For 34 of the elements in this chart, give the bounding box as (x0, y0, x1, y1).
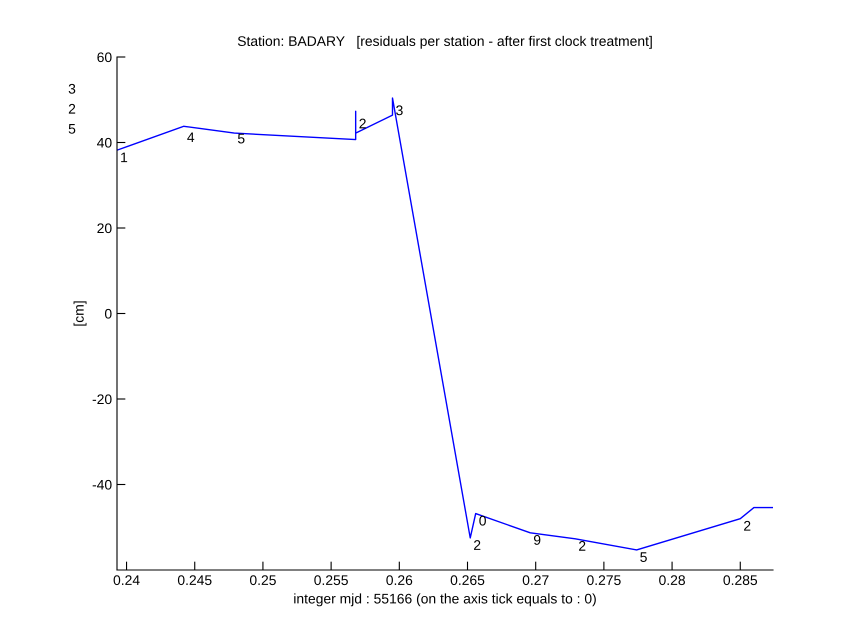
y-tick-label: 60 (97, 52, 112, 62)
y-tick-label: 40 (97, 138, 112, 148)
x-tick-label: 0.275 (587, 575, 621, 586)
x-tick-label: 0.26 (386, 575, 412, 586)
x-tick-label: 0.27 (522, 575, 549, 586)
chart-title: Station: BADARY [residuals per station - after first clock treatment] (238, 36, 652, 49)
x-tick-label: 0.255 (314, 575, 348, 586)
annotation: 9 (534, 535, 540, 545)
annotation: 1 (121, 152, 128, 162)
annotation: 2 (579, 541, 586, 551)
y-tick-label: 0 (104, 308, 112, 319)
text: 2 (68, 104, 76, 114)
text: 3 (68, 84, 76, 94)
annotation: 5 (640, 552, 647, 562)
x-tick-label: 0.245 (178, 575, 212, 586)
annotation: 4 (187, 132, 194, 142)
annotation: 5 (238, 134, 245, 144)
annotation: 2 (359, 118, 366, 128)
y-tick-label: 20 (97, 223, 112, 234)
y-tick-label: -20 (92, 394, 112, 404)
x-axis-title: integer mjd : 55166 (on the axis tick equals to : 0) (294, 593, 596, 606)
x-tick-label: 0.24 (114, 575, 140, 586)
x-tick-label: 0.285 (723, 575, 758, 586)
y-axis-title: [cm] (74, 301, 87, 326)
x-tick-label: 0.28 (659, 575, 685, 586)
annotation: 0 (479, 516, 486, 526)
annotation: 2 (474, 540, 480, 550)
x-tick-label: 0.265 (450, 575, 484, 586)
y-tick-label: -40 (92, 480, 112, 490)
annotation: 2 (744, 520, 750, 531)
x-tick-label: 0.25 (250, 575, 276, 586)
text: 5 (68, 124, 76, 134)
line-series (117, 97, 773, 551)
annotation: 3 (396, 105, 403, 116)
